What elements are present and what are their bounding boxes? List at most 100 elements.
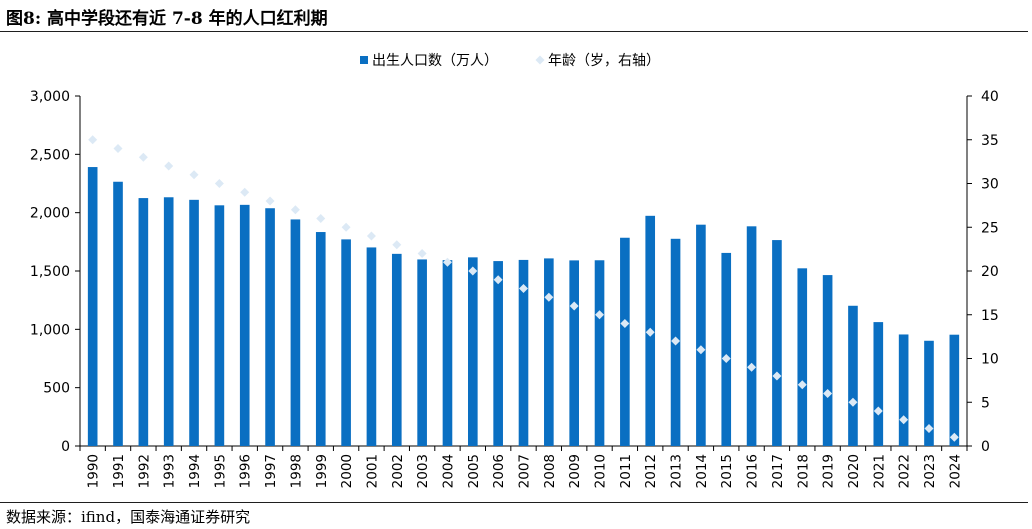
x-tick-label: 2003 bbox=[415, 454, 431, 488]
scatter-point bbox=[823, 389, 833, 398]
scatter-point bbox=[595, 310, 605, 320]
scatter-point bbox=[341, 222, 351, 232]
bar bbox=[898, 334, 909, 446]
bar bbox=[87, 167, 98, 447]
bar bbox=[544, 258, 554, 446]
x-tick-label: 2008 bbox=[542, 454, 558, 488]
x-tick-label: 2017 bbox=[770, 454, 786, 488]
x-tick-label: 2004 bbox=[440, 454, 456, 488]
right-tick-label: 20 bbox=[981, 264, 999, 280]
bar bbox=[341, 239, 351, 446]
x-tick-label: 2006 bbox=[491, 454, 507, 488]
x-tick-label: 1993 bbox=[162, 454, 178, 488]
x-tick-label: 2001 bbox=[364, 454, 380, 488]
x-tick-label: 2011 bbox=[618, 454, 634, 488]
right-y-axis: 0 5 10 15 20 25 30 35 40 bbox=[966, 89, 999, 455]
scatter-point bbox=[265, 196, 275, 206]
legend-swatch-bar bbox=[360, 56, 368, 64]
bar-series bbox=[87, 167, 960, 447]
scatter-point bbox=[240, 187, 250, 197]
bar bbox=[772, 240, 782, 446]
x-tick-label: 1999 bbox=[314, 454, 330, 488]
bar bbox=[848, 305, 858, 446]
right-tick-label: 5 bbox=[981, 395, 990, 411]
x-tick-label: 2000 bbox=[339, 454, 355, 488]
bar bbox=[924, 340, 934, 446]
scatter-point bbox=[544, 292, 554, 302]
scatter-point bbox=[924, 424, 934, 433]
left-tick-label: 1,500 bbox=[30, 264, 70, 280]
scatter-point bbox=[671, 336, 681, 346]
left-tick-label: 2,500 bbox=[30, 147, 70, 163]
left-tick-label: 3,000 bbox=[30, 89, 70, 105]
right-tick-label: 15 bbox=[981, 308, 999, 324]
chart-legend: 出生人口数（万人） 年龄（岁，右轴） bbox=[360, 53, 660, 69]
scatter-point bbox=[164, 161, 174, 171]
bar bbox=[696, 224, 706, 446]
x-tick-label: 2014 bbox=[694, 454, 710, 488]
bar bbox=[113, 181, 123, 446]
footer-divider bbox=[0, 502, 1028, 503]
scatter-point bbox=[366, 231, 376, 241]
x-tick-label: 2002 bbox=[390, 454, 406, 488]
left-tick-label: 0 bbox=[61, 439, 70, 455]
scatter-point bbox=[316, 214, 326, 223]
right-tick-label: 30 bbox=[981, 177, 999, 193]
x-axis: 1990 1991 1992 1993 1994 1995 1996 1997 1998 1999… bbox=[79, 445, 968, 488]
bar bbox=[265, 208, 275, 446]
scatter-point bbox=[949, 432, 959, 442]
legend-swatch-scatter bbox=[535, 55, 545, 65]
scatter-point bbox=[392, 240, 402, 250]
bar bbox=[315, 232, 326, 446]
x-tick-label: 2010 bbox=[593, 454, 609, 488]
left-tick-label: 2,000 bbox=[30, 206, 70, 222]
bar bbox=[518, 259, 529, 446]
right-tick-label: 0 bbox=[981, 439, 990, 455]
scatter-point bbox=[519, 284, 528, 293]
x-tick-label: 2022 bbox=[897, 454, 913, 488]
scatter-point bbox=[113, 144, 123, 153]
scatter-point bbox=[468, 266, 478, 276]
bar bbox=[239, 204, 250, 446]
right-tick-label: 35 bbox=[981, 133, 999, 149]
bar bbox=[746, 226, 757, 446]
right-tick-label: 40 bbox=[981, 89, 999, 105]
scatter-point bbox=[417, 249, 427, 258]
x-tick-label: 2024 bbox=[947, 454, 963, 488]
x-tick-label: 2018 bbox=[795, 454, 811, 488]
scatter-point bbox=[569, 301, 579, 311]
scatter-point bbox=[797, 380, 807, 390]
right-tick-label: 10 bbox=[981, 352, 999, 368]
x-tick-label: 2015 bbox=[719, 454, 735, 488]
x-tick-label: 1996 bbox=[238, 454, 254, 488]
scatter-point bbox=[772, 371, 782, 381]
bar bbox=[493, 261, 503, 446]
x-tick-label: 2012 bbox=[643, 454, 659, 488]
x-tick-label: 2023 bbox=[922, 454, 938, 488]
scatter-point bbox=[899, 415, 909, 425]
scatter-point bbox=[848, 397, 858, 407]
bar bbox=[721, 252, 732, 446]
bar bbox=[949, 334, 960, 446]
x-tick-label: 2007 bbox=[517, 454, 533, 488]
scatter-point bbox=[620, 319, 630, 328]
x-tick-label: 1990 bbox=[86, 454, 102, 488]
x-tick-label: 2016 bbox=[745, 454, 761, 488]
birth-age-chart: 出生人口数（万人） 年龄（岁，右轴） 0 500 1,000 1,500 2,000 2,5… bbox=[30, 53, 999, 488]
bar bbox=[138, 198, 149, 446]
x-tick-label: 1991 bbox=[111, 454, 127, 488]
right-tick-label: 25 bbox=[981, 220, 999, 236]
scatter-point bbox=[189, 170, 199, 180]
bar bbox=[569, 260, 580, 446]
bar bbox=[417, 259, 427, 446]
title-divider bbox=[0, 31, 1028, 32]
bar bbox=[873, 322, 884, 446]
scatter-point bbox=[696, 345, 706, 355]
scatter-point bbox=[138, 152, 148, 162]
scatter-point bbox=[88, 135, 98, 145]
bar bbox=[163, 197, 174, 446]
left-tick-label: 500 bbox=[43, 381, 70, 397]
bar bbox=[290, 219, 301, 446]
scatter-point bbox=[493, 275, 503, 285]
x-tick-label: 2020 bbox=[846, 454, 862, 488]
